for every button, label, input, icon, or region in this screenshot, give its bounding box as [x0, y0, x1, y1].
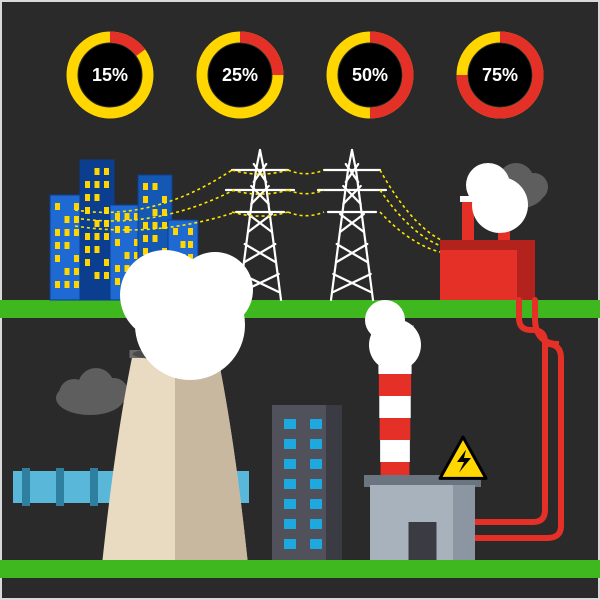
gauge-25: 25%	[202, 37, 278, 113]
gauge-50: 50%	[332, 37, 408, 113]
gauge-label: 25%	[222, 65, 258, 85]
gauge-75: 75%	[462, 37, 538, 113]
gauge-label: 15%	[92, 65, 128, 85]
ground-strip-upper	[0, 300, 600, 318]
gauge-label: 50%	[352, 65, 388, 85]
gauge-15: 15%	[72, 37, 148, 113]
plant-building	[272, 405, 342, 560]
scene-svg: 15% 25% 50% 75%	[0, 0, 600, 600]
power-plant-infographic: 15% 25% 50% 75%	[0, 0, 600, 600]
gauge-label: 75%	[482, 65, 518, 85]
generator-building	[364, 475, 481, 560]
ground-strip-lower	[0, 560, 600, 578]
